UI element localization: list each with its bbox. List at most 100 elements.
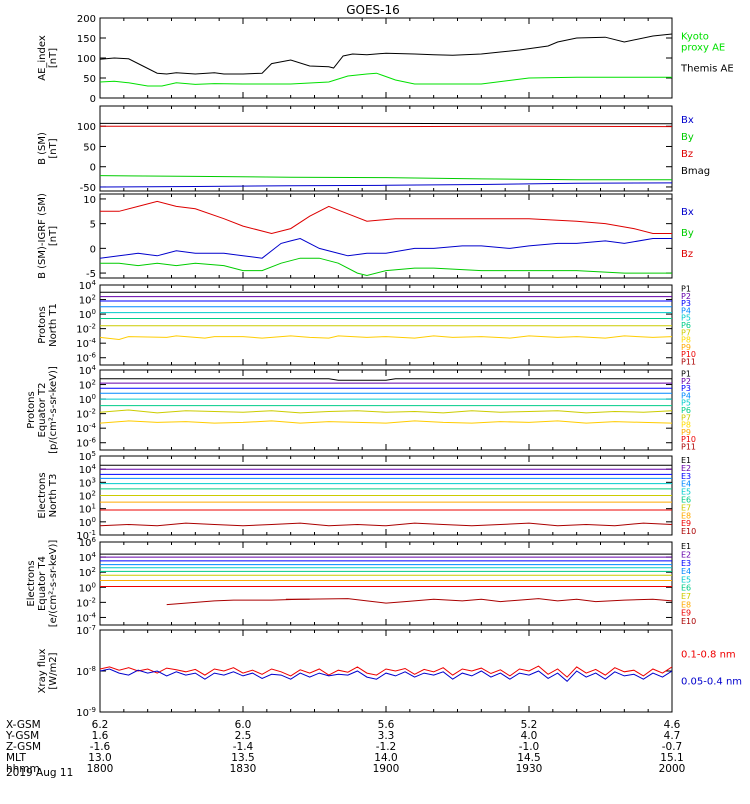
series-by bbox=[100, 176, 672, 180]
series-group bbox=[100, 465, 672, 526]
y-tick-label: 10-2 bbox=[76, 408, 96, 421]
series-e10 bbox=[167, 599, 672, 605]
x-tick-value: 1830 bbox=[230, 763, 257, 775]
y-tick-label: 0 bbox=[90, 163, 96, 174]
series-group bbox=[100, 379, 672, 423]
series-themis-ae bbox=[100, 34, 672, 74]
y-tick-label: 103 bbox=[79, 476, 96, 489]
legend-item-kyoto-proxy-ae: proxy AE bbox=[681, 43, 725, 54]
legend-item-bx: Bx bbox=[681, 207, 694, 218]
legend-item-bmag: Bmag bbox=[681, 166, 710, 177]
x-tick-value: 1930 bbox=[516, 763, 543, 775]
series-p8 bbox=[100, 421, 672, 423]
y-tick-label: 100 bbox=[77, 122, 96, 133]
y-tick-label: -50 bbox=[80, 183, 96, 194]
series-e10 bbox=[100, 523, 672, 526]
panel-frame bbox=[100, 370, 672, 450]
series-group bbox=[100, 666, 672, 681]
y-tick-label: 10-8 bbox=[76, 665, 96, 678]
y-tick-label: 104 bbox=[79, 279, 97, 292]
y-axis-label: [nT] bbox=[48, 48, 59, 68]
legend-item-kyoto-proxy-ae: Kyoto bbox=[681, 32, 709, 43]
y-tick-label: 102 bbox=[79, 490, 96, 503]
x-tick-value: 2000 bbox=[659, 763, 686, 775]
series-0-05-0-4-nm bbox=[100, 669, 672, 681]
y-tick-label: 104 bbox=[79, 551, 97, 564]
y-tick-label: 104 bbox=[79, 463, 97, 476]
y-tick-label: 10-6 bbox=[76, 437, 96, 450]
legend-item-bz: Bz bbox=[681, 149, 693, 160]
y-tick-label: 101 bbox=[79, 503, 96, 516]
series-bx bbox=[100, 239, 672, 259]
y-tick-label: 10-4 bbox=[76, 611, 96, 624]
series-p7 bbox=[100, 410, 672, 413]
y-axis-label: B (SM)-IGRF (SM) bbox=[37, 193, 48, 279]
legend-item-bx: Bx bbox=[681, 115, 694, 126]
y-axis-label: Equator T2 bbox=[37, 383, 48, 438]
y-axis-label: [nT] bbox=[48, 226, 59, 246]
legend-item-0-1-0-8-nm: 0.1-0.8 nm bbox=[681, 649, 736, 660]
y-tick-label: 50 bbox=[83, 142, 96, 153]
y-tick-label: 150 bbox=[77, 34, 96, 45]
y-tick-label: 102 bbox=[79, 294, 96, 307]
y-tick-label: 0 bbox=[90, 94, 96, 105]
y-tick-label: 106 bbox=[79, 536, 97, 549]
y-tick-label: 105 bbox=[79, 450, 96, 463]
legend-item-p11: P11 bbox=[681, 442, 696, 451]
legend-item-e10: E10 bbox=[681, 617, 696, 626]
series-group bbox=[100, 554, 672, 605]
y-tick-label: 10-2 bbox=[76, 596, 96, 609]
y-tick-label: 5 bbox=[90, 220, 96, 231]
y-tick-label: 10 bbox=[83, 195, 96, 206]
y-tick-label: 100 bbox=[77, 54, 96, 65]
y-tick-label: 50 bbox=[83, 74, 96, 85]
legend-item-by: By bbox=[681, 228, 694, 239]
legend-item-p11: P11 bbox=[681, 357, 696, 366]
y-axis-label: Protons bbox=[26, 391, 37, 428]
y-axis-label: Electrons bbox=[26, 560, 37, 606]
y-tick-label: 10-7 bbox=[76, 624, 96, 637]
y-axis-label: Equator T4 bbox=[37, 556, 48, 611]
series-p8 bbox=[100, 336, 672, 340]
y-tick-label: 10-9 bbox=[76, 706, 96, 719]
y-axis-label: Xray flux bbox=[37, 649, 48, 694]
y-tick-label: 10-2 bbox=[76, 323, 96, 336]
date-label: 2019 Aug 11 bbox=[6, 767, 73, 779]
y-tick-label: 104 bbox=[79, 364, 97, 377]
y-axis-label: [nT] bbox=[48, 138, 59, 158]
y-axis-label: B (SM) bbox=[37, 132, 48, 165]
y-tick-label: 100 bbox=[79, 581, 96, 594]
y-axis-label: [e/(cm²-s-sr-keV)] bbox=[48, 540, 59, 628]
y-axis-label: [W/m2] bbox=[48, 652, 59, 689]
panel-frame bbox=[100, 630, 672, 712]
y-tick-label: 100 bbox=[79, 308, 96, 321]
y-tick-label: 102 bbox=[79, 566, 96, 579]
y-tick-label: 200 bbox=[77, 14, 96, 25]
panel-frame bbox=[100, 194, 672, 278]
legend-item-0-05-0-4-nm: 0.05-0.4 nm bbox=[681, 677, 742, 688]
y-axis-label: Protons bbox=[37, 306, 48, 343]
y-tick-label: 100 bbox=[79, 393, 96, 406]
y-axis-label: AE_index bbox=[37, 35, 48, 81]
y-axis-label: [p/(cm²-s-sr-keV)] bbox=[48, 366, 59, 454]
x-tick-value: 1800 bbox=[87, 763, 114, 775]
series-p1 bbox=[100, 379, 672, 381]
y-tick-label: 10-4 bbox=[76, 337, 96, 350]
